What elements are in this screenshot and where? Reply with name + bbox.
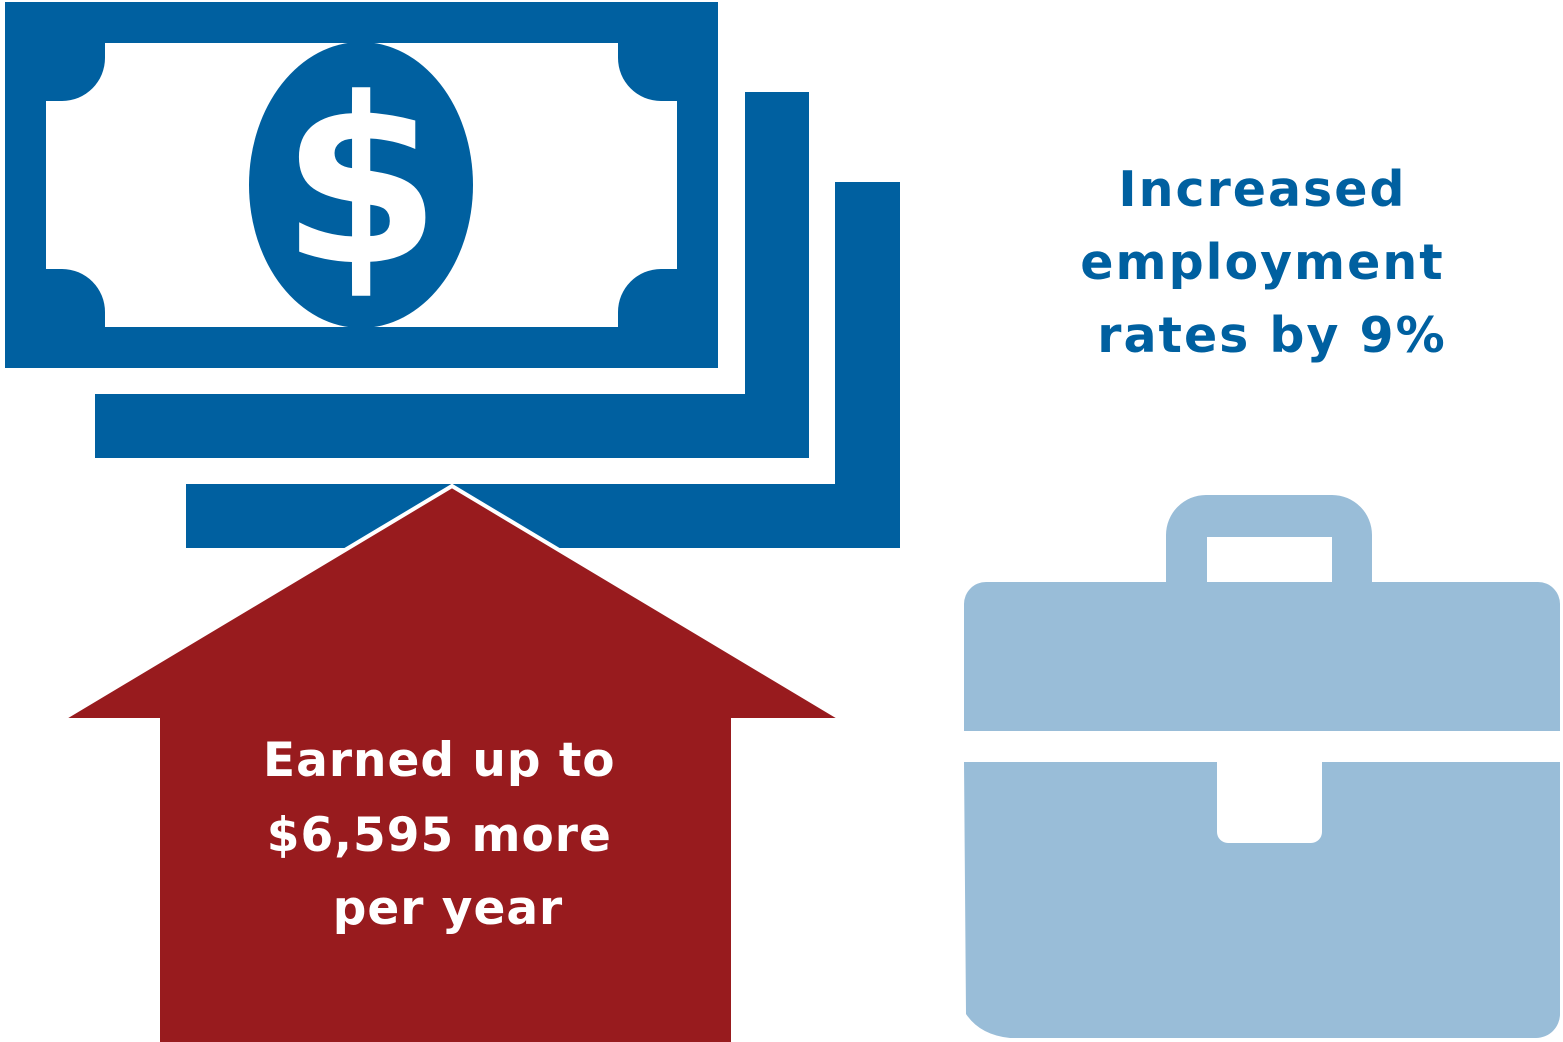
briefcase-icon — [964, 495, 1560, 1038]
earnings-line-1: Earned up to — [263, 733, 616, 788]
employment-line-3: rates by 9% — [1097, 307, 1446, 364]
dollar-sign: $ — [281, 50, 441, 317]
employment-text: Increased employment rates by 9% — [1080, 161, 1463, 364]
bill-corner — [618, 43, 677, 101]
arrow-shape — [53, 483, 851, 1042]
employment-line-2: employment — [1080, 234, 1444, 291]
briefcase-handle — [1166, 495, 1372, 585]
earnings-line-3: per year — [333, 881, 563, 936]
bill-corner — [618, 269, 677, 327]
employment-line-1: Increased — [1118, 161, 1406, 218]
bill-corner — [46, 269, 105, 327]
middle-bill — [95, 92, 809, 458]
bill-corner — [46, 43, 105, 101]
bill-oval — [249, 42, 473, 328]
up-arrow-icon: Earned up to $6,595 more per year — [53, 483, 851, 1042]
earnings-line-2: $6,595 more — [267, 808, 612, 863]
dollar-bills-icon: $ — [5, 2, 900, 548]
briefcase-top — [964, 582, 1560, 731]
earnings-text: Earned up to $6,595 more per year — [263, 733, 633, 936]
back-bill — [186, 182, 900, 548]
briefcase-bottom — [964, 762, 1560, 1038]
